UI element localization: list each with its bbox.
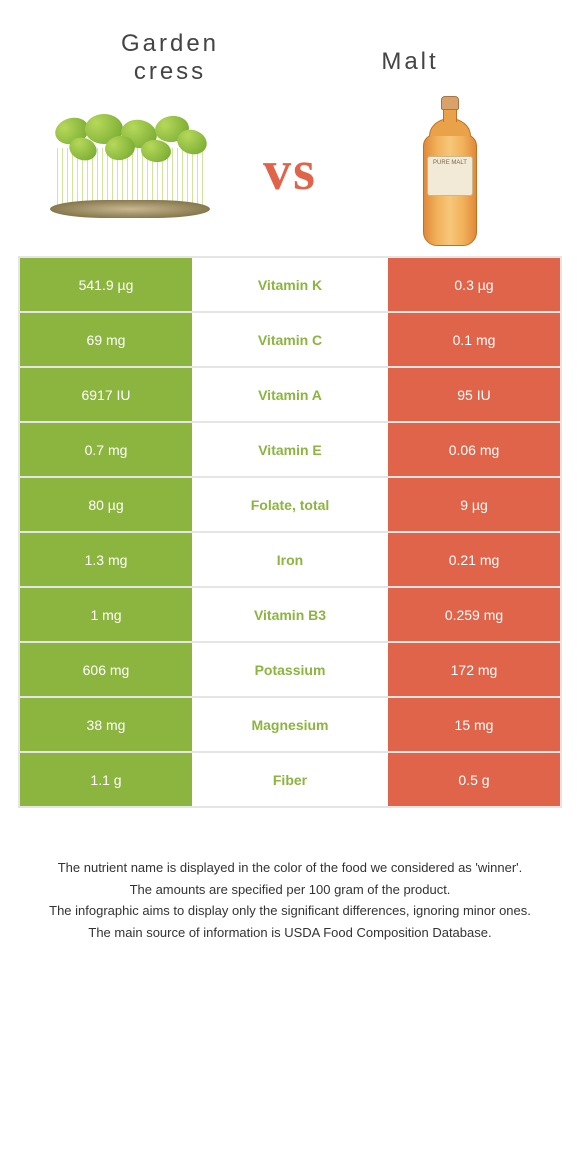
left-value: 1 mg [20, 588, 192, 641]
nutrient-name: Fiber [192, 753, 388, 806]
right-value: 15 mg [388, 698, 560, 751]
right-value: 172 mg [388, 643, 560, 696]
right-value: 0.3 µg [388, 258, 560, 311]
right-value: 0.259 mg [388, 588, 560, 641]
left-value: 1.3 mg [20, 533, 192, 586]
table-row: 606 mgPotassium172 mg [20, 643, 560, 698]
nutrient-name: Vitamin A [192, 368, 388, 421]
nutrient-table: 541.9 µgVitamin K0.3 µg69 mgVitamin C0.1… [18, 256, 562, 808]
right-food-title: Malt [290, 48, 530, 76]
footer-line: The amounts are specified per 100 gram o… [32, 880, 548, 900]
right-value: 0.5 g [388, 753, 560, 806]
table-row: 1.3 mgIron0.21 mg [20, 533, 560, 588]
left-value: 80 µg [20, 478, 192, 531]
left-food-name: Garden cress [50, 30, 290, 86]
vs-label: vs [263, 139, 317, 203]
table-row: 1 mgVitamin B30.259 mg [20, 588, 560, 643]
right-value: 0.06 mg [388, 423, 560, 476]
bottle-label: PURE MALT [427, 156, 473, 196]
left-value: 0.7 mg [20, 423, 192, 476]
malt-bottle-icon: PURE MALT [415, 96, 485, 246]
table-row: 6917 IUVitamin A95 IU [20, 368, 560, 423]
header: Garden cress Malt [0, 0, 580, 96]
left-value: 69 mg [20, 313, 192, 366]
table-row: 80 µgFolate, total9 µg [20, 478, 560, 533]
right-value: 9 µg [388, 478, 560, 531]
footer-line: The main source of information is USDA F… [32, 923, 548, 943]
left-value: 6917 IU [20, 368, 192, 421]
table-row: 0.7 mgVitamin E0.06 mg [20, 423, 560, 478]
garden-cress-icon [45, 116, 215, 226]
table-row: 541.9 µgVitamin K0.3 µg [20, 258, 560, 313]
nutrient-name: Vitamin B3 [192, 588, 388, 641]
image-row: vs PURE MALT [0, 96, 580, 256]
left-value: 1.1 g [20, 753, 192, 806]
nutrient-name: Vitamin K [192, 258, 388, 311]
left-value: 541.9 µg [20, 258, 192, 311]
nutrient-name: Folate, total [192, 478, 388, 531]
left-value: 606 mg [20, 643, 192, 696]
right-value: 95 IU [388, 368, 560, 421]
right-food-name: Malt [290, 48, 530, 76]
footer-line: The nutrient name is displayed in the co… [32, 858, 548, 878]
nutrient-name: Vitamin E [192, 423, 388, 476]
nutrient-name: Potassium [192, 643, 388, 696]
footer-line: The infographic aims to display only the… [32, 901, 548, 921]
left-value: 38 mg [20, 698, 192, 751]
nutrient-name: Iron [192, 533, 388, 586]
left-food-title: Garden cress [50, 30, 290, 86]
table-row: 38 mgMagnesium15 mg [20, 698, 560, 753]
right-value: 0.1 mg [388, 313, 560, 366]
table-row: 69 mgVitamin C0.1 mg [20, 313, 560, 368]
right-food-image: PURE MALT [360, 106, 540, 236]
nutrient-name: Magnesium [192, 698, 388, 751]
left-food-image [40, 106, 220, 236]
nutrient-name: Vitamin C [192, 313, 388, 366]
right-value: 0.21 mg [388, 533, 560, 586]
table-row: 1.1 gFiber0.5 g [20, 753, 560, 808]
footer-notes: The nutrient name is displayed in the co… [0, 808, 580, 942]
